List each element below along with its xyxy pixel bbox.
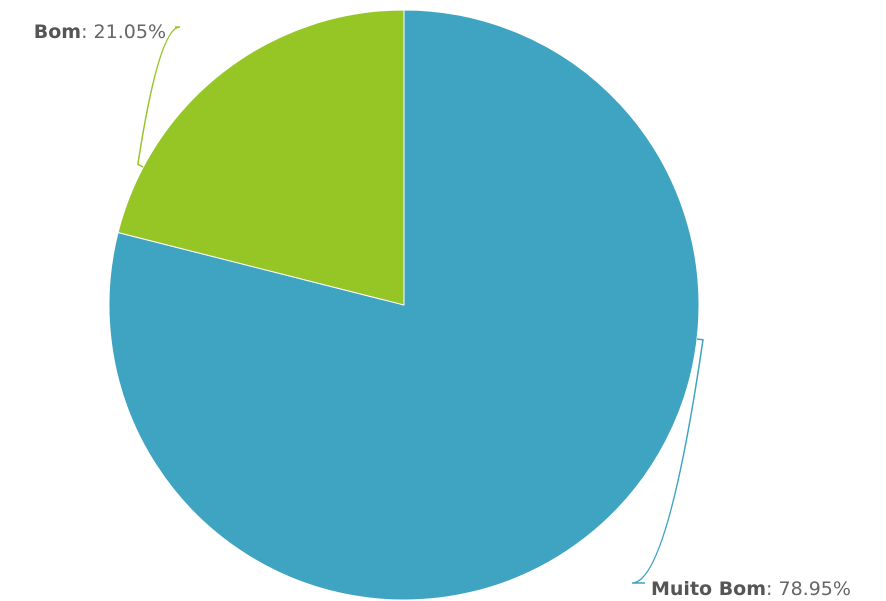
data-label-muito-bom-category: Muito Bom (651, 578, 766, 600)
pie-slice-muito-bom (108, 9, 700, 601)
data-label-muito-bom-separator: : (766, 578, 778, 600)
label-connectors (137, 26, 704, 584)
data-label-muito-bom: Muito Bom: 78.95% (651, 578, 851, 600)
pie-slice-bom (117, 9, 405, 306)
connector-bom (137, 26, 181, 168)
data-label-bom: Bom: 21.05% (34, 21, 166, 43)
data-label-bom-category: Bom (34, 21, 81, 43)
data-label-bom-value: 21.05% (94, 21, 166, 43)
connector-muito-bom (631, 338, 704, 584)
data-label-bom-separator: : (81, 21, 93, 43)
pie-slices (108, 9, 700, 601)
data-label-muito-bom-value: 78.95% (778, 578, 850, 600)
